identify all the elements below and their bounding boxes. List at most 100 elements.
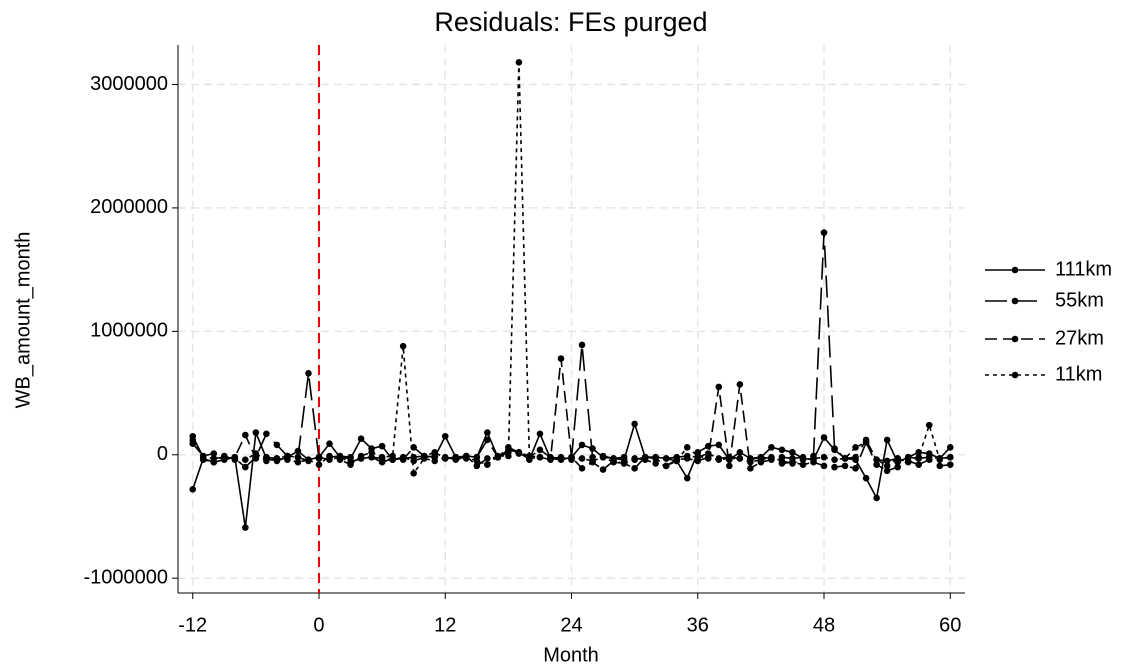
- point: [410, 469, 417, 477]
- point: [683, 444, 691, 451]
- y-axis-label: WB_amount_month: [12, 232, 34, 409]
- point: [210, 450, 218, 457]
- point: [662, 462, 670, 470]
- point: [536, 446, 544, 454]
- point: [789, 460, 796, 467]
- point: [652, 455, 659, 462]
- point: [494, 452, 502, 460]
- point: [904, 458, 912, 466]
- point: [768, 453, 775, 461]
- point: [620, 453, 628, 461]
- point: [263, 430, 270, 438]
- point: [852, 453, 859, 461]
- point: [305, 456, 312, 464]
- point: [799, 456, 807, 464]
- point: [715, 441, 723, 449]
- point: [747, 458, 754, 466]
- point: [242, 456, 249, 464]
- point: [557, 355, 565, 362]
- point: [589, 457, 596, 465]
- x-tick-label: 36: [687, 614, 709, 636]
- point: [484, 455, 491, 462]
- point: [578, 465, 586, 472]
- legend-label: 55km: [1055, 289, 1104, 311]
- point: [378, 442, 386, 450]
- point: [220, 452, 228, 460]
- point: [399, 456, 407, 464]
- point: [305, 370, 312, 377]
- point: [599, 453, 607, 461]
- point: [515, 448, 523, 456]
- legend-label: 11km: [1055, 363, 1102, 385]
- point: [326, 440, 333, 447]
- point: [242, 463, 249, 471]
- point: [547, 455, 554, 462]
- point: [431, 457, 439, 465]
- point: [189, 486, 197, 493]
- point: [441, 453, 449, 461]
- legend-marker: [1011, 335, 1019, 343]
- point: [557, 453, 565, 461]
- point: [484, 436, 491, 444]
- point: [368, 453, 375, 461]
- point: [315, 453, 323, 461]
- point: [883, 467, 891, 475]
- point: [336, 456, 344, 464]
- point: [841, 462, 849, 470]
- x-axis-label: Month: [543, 644, 599, 666]
- point: [473, 457, 481, 465]
- point: [368, 448, 375, 456]
- point: [610, 458, 617, 466]
- point: [252, 450, 260, 457]
- point: [462, 453, 470, 461]
- point: [852, 444, 859, 451]
- point: [894, 455, 901, 462]
- point: [315, 461, 323, 468]
- point: [799, 461, 807, 468]
- point: [936, 456, 944, 464]
- point: [915, 461, 923, 468]
- point: [347, 461, 354, 468]
- y-tick-label: 2000000: [90, 196, 168, 218]
- point: [925, 421, 933, 429]
- x-tick-label: 48: [813, 614, 835, 636]
- point: [778, 457, 786, 465]
- point: [189, 436, 197, 444]
- point: [599, 466, 607, 473]
- x-tick-label: 60: [939, 614, 961, 636]
- point: [946, 453, 954, 461]
- point: [484, 429, 491, 436]
- point: [757, 456, 765, 464]
- point: [873, 456, 880, 464]
- point: [294, 453, 302, 461]
- point: [578, 441, 586, 449]
- point: [789, 448, 796, 456]
- point: [736, 381, 744, 388]
- legend-marker: [1011, 297, 1019, 305]
- point: [357, 452, 365, 460]
- point: [820, 434, 828, 441]
- point: [831, 456, 838, 464]
- point: [631, 455, 638, 462]
- point: [820, 453, 828, 461]
- point: [578, 341, 586, 349]
- point: [736, 455, 744, 462]
- point: [515, 58, 523, 66]
- point: [946, 444, 954, 451]
- point: [778, 446, 786, 454]
- x-tick-label: -12: [178, 614, 207, 636]
- point: [883, 457, 891, 465]
- point: [568, 456, 575, 464]
- point: [810, 455, 817, 462]
- point: [852, 465, 859, 472]
- y-tick-label: 0: [157, 443, 168, 465]
- point: [389, 452, 396, 460]
- point: [420, 455, 428, 462]
- point: [631, 465, 638, 472]
- legend-marker: [1011, 371, 1019, 379]
- point: [284, 456, 291, 464]
- point: [946, 461, 954, 468]
- point: [452, 456, 460, 464]
- point: [862, 439, 870, 446]
